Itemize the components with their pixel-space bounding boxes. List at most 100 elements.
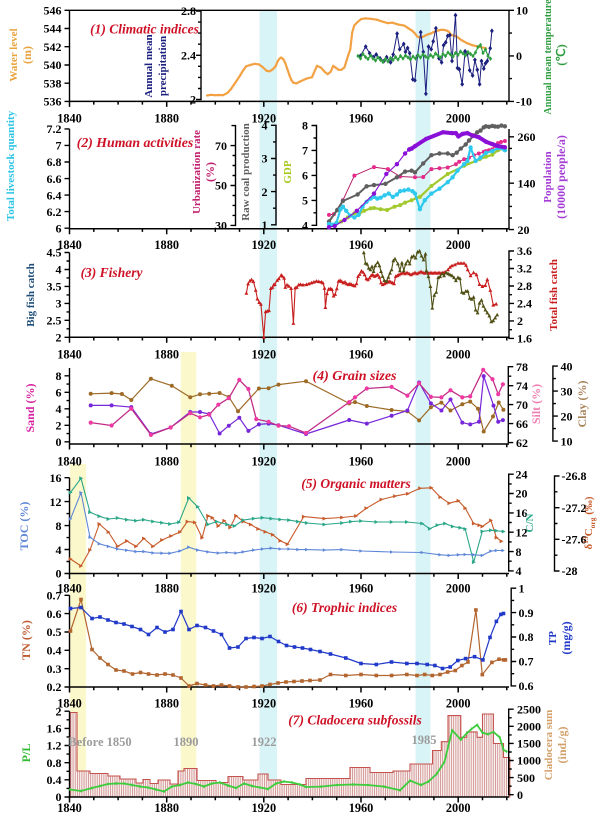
svg-text:1985: 1985 [412, 733, 437, 747]
svg-text:TP: TP [547, 631, 559, 645]
svg-text:0.6: 0.6 [519, 679, 534, 693]
svg-text:30: 30 [561, 384, 573, 398]
svg-text:1920: 1920 [252, 111, 277, 125]
svg-text:1880: 1880 [154, 347, 179, 361]
svg-text:Raw coal production: Raw coal production [240, 123, 252, 221]
svg-text:(m): (m) [20, 46, 34, 64]
svg-text:544: 544 [44, 22, 62, 36]
svg-text:2000: 2000 [446, 238, 471, 252]
svg-text:8: 8 [56, 519, 62, 533]
svg-text:1920: 1920 [252, 454, 277, 468]
svg-text:1880: 1880 [154, 697, 179, 711]
svg-text:6.6: 6.6 [47, 172, 62, 186]
svg-text:4: 4 [56, 543, 62, 557]
svg-text:Annual mean temperature: Annual mean temperature [543, 0, 554, 115]
svg-text:-27.2: -27.2 [562, 501, 587, 515]
svg-text:3: 3 [262, 152, 268, 166]
svg-text:Total fish catch: Total fish catch [548, 259, 560, 331]
svg-text:4.5: 4.5 [47, 246, 62, 260]
svg-text:1.2: 1.2 [47, 739, 62, 753]
svg-text:1880: 1880 [154, 454, 179, 468]
svg-text:20: 20 [516, 487, 528, 501]
svg-text:2.8: 2.8 [517, 279, 532, 293]
svg-text:2000: 2000 [517, 720, 541, 734]
svg-text:40: 40 [561, 359, 573, 373]
svg-text:4: 4 [302, 219, 308, 233]
svg-text:500: 500 [517, 771, 535, 785]
svg-text:(4) Grain sizes: (4) Grain sizes [312, 369, 397, 384]
svg-text:4: 4 [516, 564, 522, 578]
svg-text:1920: 1920 [252, 697, 277, 711]
svg-text:0.4: 0.4 [47, 644, 62, 658]
svg-text:(5) Organic matters: (5) Organic matters [301, 476, 411, 491]
svg-text:20: 20 [518, 223, 530, 237]
svg-text:1840: 1840 [57, 454, 82, 468]
svg-text:Big fish catch: Big fish catch [25, 263, 37, 327]
svg-text:2: 2 [190, 93, 196, 107]
svg-text:7: 7 [56, 139, 62, 153]
svg-text:12: 12 [50, 495, 62, 509]
svg-text:78: 78 [516, 360, 528, 374]
svg-text:(7) Cladocera subfossils: (7) Cladocera subfossils [288, 713, 422, 728]
svg-text:0.8: 0.8 [47, 756, 62, 770]
svg-text:2: 2 [517, 314, 523, 328]
svg-text:538: 538 [44, 76, 62, 90]
svg-text:4: 4 [262, 119, 268, 133]
svg-text:(℃): (℃) [554, 44, 568, 65]
svg-text:0.5: 0.5 [47, 625, 62, 639]
svg-text:1880: 1880 [154, 801, 179, 815]
svg-text:Urbanization rate: Urbanization rate [191, 130, 203, 214]
svg-text:2.4: 2.4 [181, 49, 196, 63]
svg-text:0.9: 0.9 [519, 606, 534, 620]
svg-text:1840: 1840 [57, 697, 82, 711]
svg-text:C/N: C/N [524, 513, 536, 532]
svg-text:Population: Population [542, 151, 554, 202]
svg-text:Annual mean: Annual mean [143, 34, 155, 97]
svg-text:0: 0 [516, 49, 522, 63]
svg-text:Before 1850: Before 1850 [68, 735, 131, 749]
svg-text:2: 2 [262, 185, 268, 199]
svg-text:3: 3 [56, 297, 62, 311]
svg-text:20: 20 [561, 409, 573, 423]
svg-text:Sand (%): Sand (%) [23, 383, 37, 432]
svg-text:1880: 1880 [154, 111, 179, 125]
svg-text:16: 16 [516, 506, 528, 520]
svg-text:70: 70 [215, 139, 227, 153]
svg-text:6.4: 6.4 [47, 188, 62, 202]
svg-text:2: 2 [56, 419, 62, 433]
svg-text:1960: 1960 [349, 801, 374, 815]
svg-text:2.5: 2.5 [47, 314, 62, 328]
svg-text:1: 1 [519, 581, 525, 595]
svg-text:0: 0 [56, 790, 62, 804]
svg-text:546: 546 [44, 4, 62, 18]
svg-text:-10: -10 [516, 95, 532, 109]
svg-text:0.2: 0.2 [47, 680, 62, 694]
svg-text:(%): (%) [203, 162, 217, 182]
svg-text:δ13Corg (‰): δ13Corg (‰) [581, 496, 597, 549]
svg-text:1880: 1880 [154, 581, 179, 595]
svg-text:1880: 1880 [154, 238, 179, 252]
svg-text:74: 74 [516, 379, 528, 393]
svg-text:0: 0 [517, 788, 523, 802]
svg-text:-26.8: -26.8 [562, 469, 587, 483]
svg-text:16: 16 [50, 471, 62, 485]
svg-text:2000: 2000 [446, 801, 471, 815]
svg-text:542: 542 [44, 40, 62, 54]
svg-text:12: 12 [516, 525, 528, 539]
svg-text:TOC (%): TOC (%) [17, 502, 31, 551]
svg-text:Water level: Water level [8, 28, 20, 81]
svg-text:30: 30 [215, 219, 227, 233]
svg-text:(1) Climatic indices: (1) Climatic indices [90, 22, 199, 37]
svg-text:-28: -28 [562, 564, 578, 578]
svg-text:(3) Fishery: (3) Fishery [81, 265, 144, 280]
svg-text:2: 2 [56, 331, 62, 345]
svg-text:10: 10 [561, 434, 573, 448]
svg-text:2.4: 2.4 [517, 297, 532, 311]
svg-text:540: 540 [44, 58, 62, 72]
svg-text:1840: 1840 [57, 238, 82, 252]
svg-text:2500: 2500 [517, 702, 541, 716]
svg-text:0.3: 0.3 [47, 662, 62, 676]
svg-text:70: 70 [516, 398, 528, 412]
svg-text:8: 8 [302, 119, 308, 133]
svg-text:62: 62 [516, 436, 528, 450]
